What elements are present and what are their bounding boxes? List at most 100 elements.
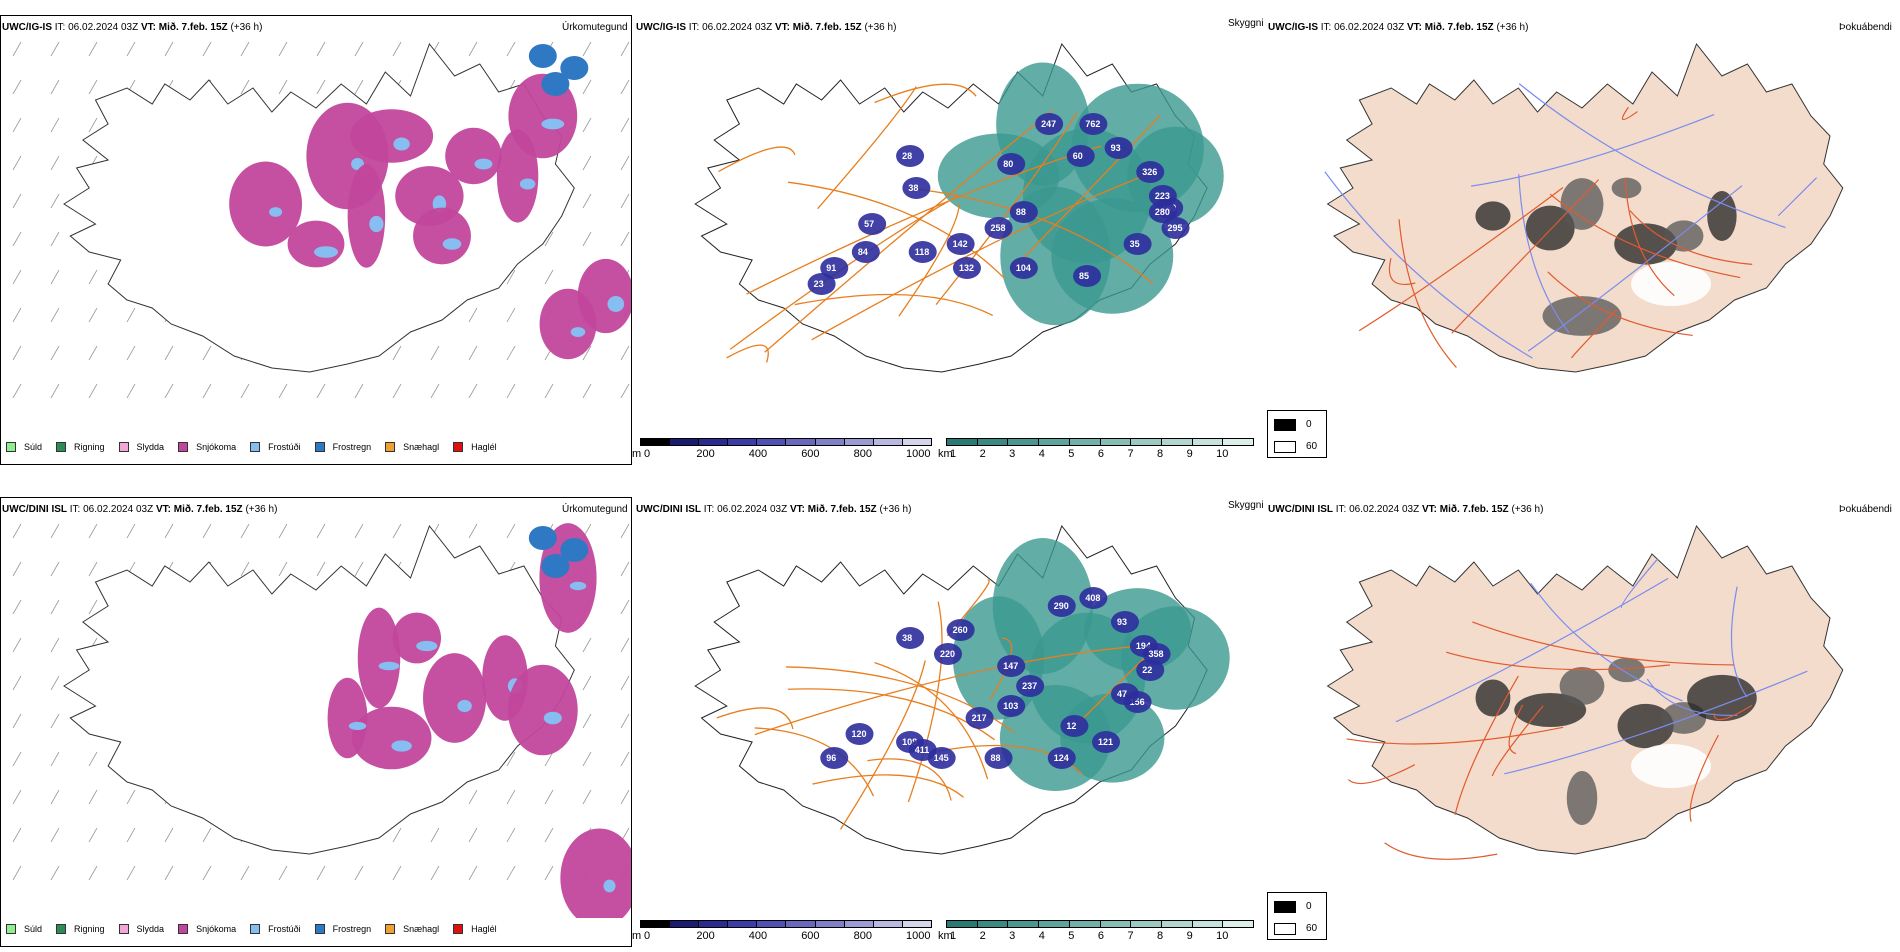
colorbar-bin [1161, 439, 1193, 445]
low-cloud-cell [845, 723, 874, 745]
cloud-base-label: 260 [953, 625, 968, 635]
river [1778, 177, 1818, 216]
forecast-row: UWC/IG-IS IT: 06.02.2024 03Z VT: Mið. 7.… [0, 0, 1900, 470]
wind-barb [620, 345, 630, 361]
iceland-outline [63, 42, 575, 373]
wind-barb [278, 41, 288, 57]
legend-swatch [56, 442, 67, 452]
lead-time: (+36 h) [245, 504, 278, 515]
freezing-drizzle-area [519, 178, 536, 190]
wind-barb [88, 41, 98, 57]
legend-label: Snæhagl [403, 442, 440, 452]
low-cloud-cell [997, 153, 1026, 175]
wind-barb [50, 193, 60, 209]
wind-barb [544, 231, 554, 247]
colorbar-bin [1100, 439, 1132, 445]
freezing-drizzle-area [269, 207, 283, 217]
wind-barb [544, 751, 554, 767]
wind-barb [544, 383, 554, 399]
freezing-drizzle-area [391, 740, 412, 752]
cloud-base-label: 103 [1003, 701, 1018, 711]
wind-barb [88, 307, 98, 323]
freezing-drizzle-area [348, 721, 367, 731]
wind-barb [202, 345, 212, 361]
colorbar-unit: km [938, 448, 953, 460]
model-name: UWC/IG-IS [1268, 22, 1318, 33]
low-cloud-cell [934, 643, 962, 665]
wind-barb [50, 751, 60, 767]
model-name: UWC/DINI ISL [2, 504, 67, 515]
visibility-colorbar: km 1 2 3 4 5 6 7 8 9 10 [938, 438, 1260, 462]
snow-area [445, 127, 502, 185]
wind-barb [88, 599, 98, 615]
wind-barb [620, 79, 630, 95]
fog-index-cell [1475, 201, 1511, 231]
road [812, 774, 964, 798]
fog-index-map[interactable] [1264, 518, 1900, 918]
wind-barb [12, 269, 22, 285]
fog-legend-label: 0 [1306, 901, 1312, 912]
colorbar-tick: 7 [1127, 930, 1134, 942]
snow-area [229, 161, 303, 247]
low-cloud-cell [1079, 587, 1108, 609]
legend-label: Haglél [471, 924, 497, 934]
visibility-panel: UWC/DINI ISL IT: 06.02.2024 03Z VT: Mið.… [632, 482, 1264, 952]
cloud-base-label: 47 [1117, 689, 1127, 699]
fog-index-panel: UWC/IG-IS IT: 06.02.2024 03Z VT: Mið. 7.… [1264, 0, 1900, 470]
init-label: IT: [688, 22, 700, 33]
fog-index-title: Þokuábendi [1839, 22, 1892, 33]
snow-area [347, 164, 386, 268]
wind-barb [240, 561, 250, 577]
fog-index-map[interactable] [1264, 36, 1900, 436]
river [1730, 586, 1748, 698]
low-cloud-cell [1035, 113, 1064, 135]
legend-label: Snjókoma [196, 924, 237, 934]
legend-label: Slydda [136, 442, 165, 452]
low-visibility-area [1121, 606, 1230, 710]
cloud-base-colorbar: m 0 200 400 600 800 1000 [632, 438, 938, 462]
precip-type-map[interactable] [1, 518, 631, 918]
wind-barb [620, 193, 630, 209]
fog-index-cell [1475, 679, 1511, 717]
wind-barb [12, 523, 22, 539]
low-cloud-cell [820, 257, 849, 279]
fog-map-svg [1326, 524, 1844, 860]
wind-barb [582, 383, 592, 399]
colorbar-bin [1161, 921, 1193, 927]
colorbar-bin [815, 439, 845, 445]
colorbar-bin [1131, 439, 1162, 445]
legend-item: Snjókoma [178, 924, 236, 934]
wind-barb [88, 269, 98, 285]
freezing-drizzle-area [393, 137, 410, 151]
wind-barb [582, 193, 592, 209]
visibility-map[interactable]: 96 120 108 145 88 124 217 103 237 147 260 220 290 408… [632, 518, 1264, 918]
road [1508, 704, 1524, 755]
freezing-rain-area [560, 56, 589, 80]
fog-legend-label: 60 [1306, 923, 1318, 934]
cloud-base-colorbar: m 0 200 400 600 800 1000 [632, 920, 938, 944]
colorbar-bin [786, 439, 816, 445]
wind-barb [392, 41, 402, 57]
colorbar-bin [757, 921, 787, 927]
freezing-drizzle-area [416, 640, 438, 652]
wind-barb [12, 41, 22, 57]
road [1454, 675, 1519, 816]
valid-time: Mið. 7.feb. 15Z [792, 22, 862, 33]
cloud-base-label: 326 [1142, 167, 1157, 177]
wind-barb [582, 675, 592, 691]
legend-item: Slydda [118, 924, 164, 934]
low-cloud-cell [1110, 683, 1139, 705]
wind-barb [12, 675, 22, 691]
precip-type-map[interactable] [1, 36, 631, 436]
low-cloud-cell [1060, 715, 1089, 737]
colorbar-bin [1069, 921, 1101, 927]
colorbar-tick: 1000 [906, 930, 931, 942]
freezing-drizzle-area [543, 711, 562, 725]
low-cloud-cell [908, 739, 937, 761]
legend-item: Rigning [56, 924, 105, 934]
init-time: 06.02.2024 03Z [1334, 22, 1405, 33]
visibility-map[interactable]: 91 84 118 132 104 85 142 258 88 80 60 280 247 762 93 32… [632, 36, 1264, 436]
wind-barb [582, 345, 592, 361]
wind-barb [88, 751, 98, 767]
low-cloud-cell [1104, 137, 1133, 159]
